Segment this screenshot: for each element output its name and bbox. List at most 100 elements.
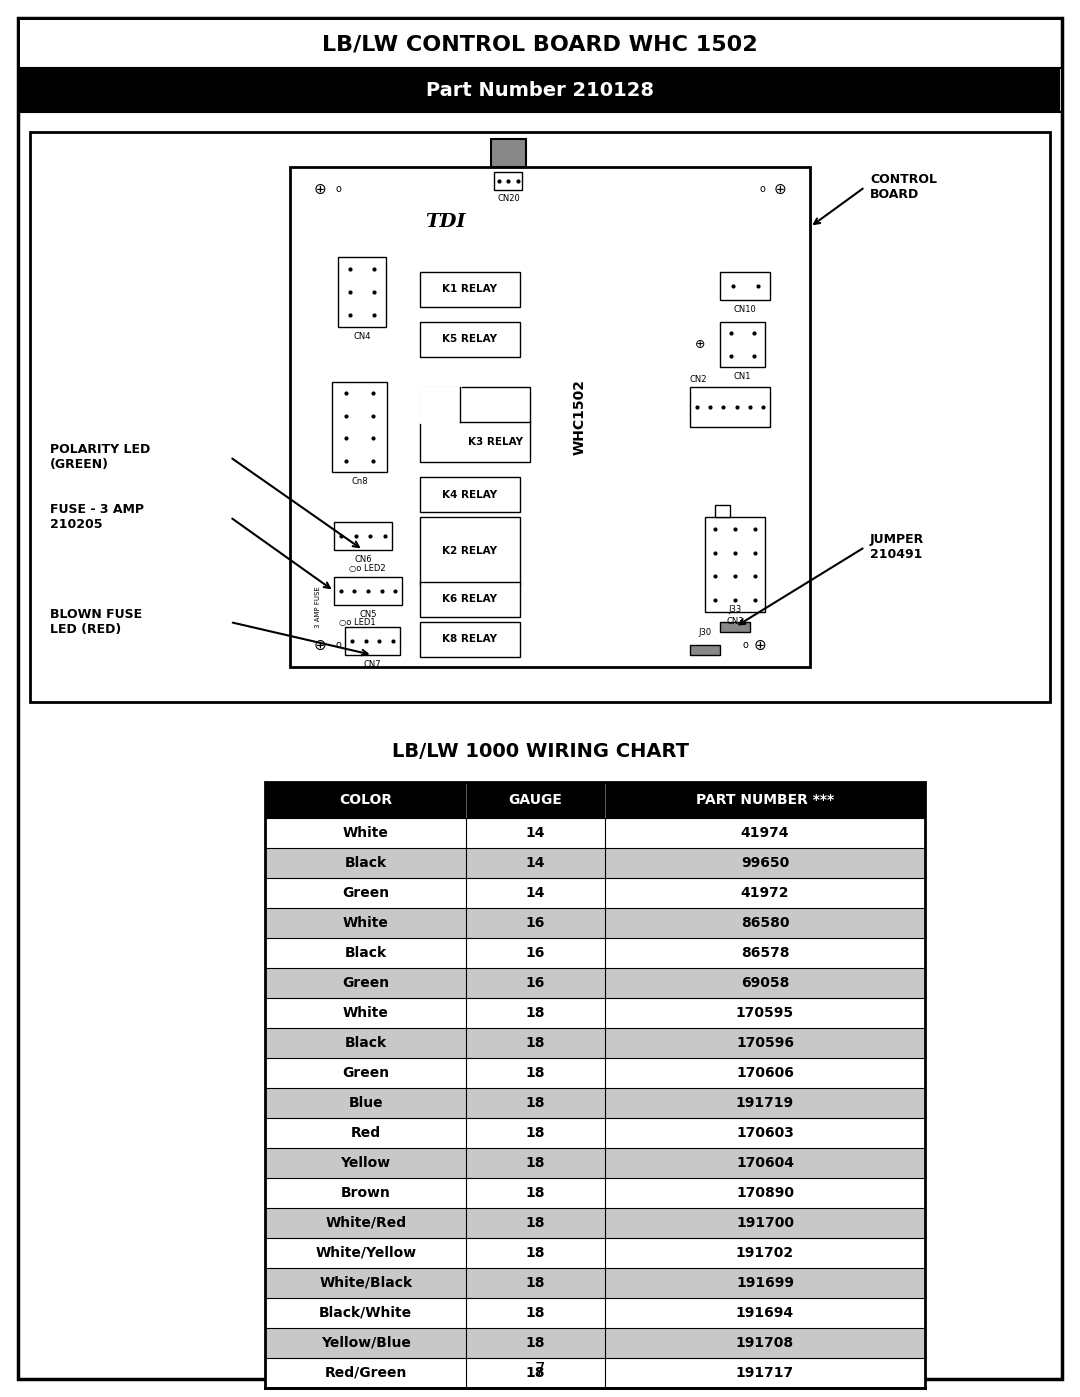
Text: Cn8: Cn8 bbox=[351, 476, 368, 486]
Text: ⊕: ⊕ bbox=[754, 637, 767, 652]
Text: 18: 18 bbox=[526, 1306, 545, 1320]
Text: ⊕: ⊕ bbox=[313, 182, 326, 197]
Text: K6 RELAY: K6 RELAY bbox=[443, 595, 498, 605]
Text: 170606: 170606 bbox=[735, 1066, 794, 1080]
Text: o: o bbox=[335, 640, 341, 650]
Text: LB/LW CONTROL BOARD WHC 1502: LB/LW CONTROL BOARD WHC 1502 bbox=[322, 34, 758, 54]
Text: White/Red: White/Red bbox=[325, 1215, 406, 1229]
Bar bbox=[420, 387, 460, 422]
Text: 41974: 41974 bbox=[741, 826, 789, 840]
Text: Green: Green bbox=[342, 886, 389, 900]
Text: 18: 18 bbox=[526, 1336, 545, 1350]
Text: ○o LED2: ○o LED2 bbox=[349, 563, 386, 573]
Text: 99650: 99650 bbox=[741, 856, 789, 870]
Text: 16: 16 bbox=[526, 916, 545, 930]
Bar bbox=[715, 504, 730, 517]
Bar bbox=[265, 782, 924, 819]
Text: 18: 18 bbox=[526, 1006, 545, 1020]
Text: FUSE - 3 AMP
210205: FUSE - 3 AMP 210205 bbox=[50, 503, 144, 531]
Text: Red/Green: Red/Green bbox=[324, 1366, 407, 1380]
Text: o: o bbox=[759, 184, 765, 194]
Text: Green: Green bbox=[342, 1066, 389, 1080]
Text: Brown: Brown bbox=[340, 1186, 391, 1200]
Bar bbox=[265, 819, 924, 848]
Text: 191699: 191699 bbox=[735, 1275, 794, 1289]
Text: o: o bbox=[335, 184, 341, 194]
Text: ⊕: ⊕ bbox=[773, 182, 786, 197]
Text: CN7: CN7 bbox=[364, 659, 381, 669]
Text: 18: 18 bbox=[526, 1097, 545, 1111]
Text: PART NUMBER ***: PART NUMBER *** bbox=[696, 793, 834, 807]
Text: 41972: 41972 bbox=[741, 886, 789, 900]
Text: COLOR: COLOR bbox=[339, 793, 392, 807]
Text: 191717: 191717 bbox=[735, 1366, 794, 1380]
Bar bbox=[705, 517, 765, 612]
Bar bbox=[420, 583, 519, 617]
Bar bbox=[21, 20, 1059, 68]
Text: Black: Black bbox=[345, 1037, 387, 1051]
Bar bbox=[420, 476, 519, 511]
Bar bbox=[345, 627, 400, 655]
Text: 14: 14 bbox=[526, 826, 545, 840]
Text: 14: 14 bbox=[526, 886, 545, 900]
Text: 14: 14 bbox=[526, 856, 545, 870]
Text: Green: Green bbox=[342, 977, 389, 990]
Bar bbox=[265, 1028, 924, 1058]
Text: 18: 18 bbox=[526, 1366, 545, 1380]
Text: TDI: TDI bbox=[424, 212, 465, 231]
Text: 69058: 69058 bbox=[741, 977, 789, 990]
Bar bbox=[420, 517, 519, 585]
Bar bbox=[265, 937, 924, 968]
Text: White/Black: White/Black bbox=[319, 1275, 413, 1289]
Bar bbox=[334, 522, 392, 550]
Bar bbox=[265, 1208, 924, 1238]
Bar bbox=[720, 272, 770, 300]
Text: CN10: CN10 bbox=[733, 305, 756, 314]
Text: Black/White: Black/White bbox=[319, 1306, 413, 1320]
Text: Black: Black bbox=[345, 856, 387, 870]
Text: 170596: 170596 bbox=[735, 1037, 794, 1051]
Text: 18: 18 bbox=[526, 1246, 545, 1260]
Text: POLARITY LED
(GREEN): POLARITY LED (GREEN) bbox=[50, 443, 150, 471]
Text: K2 RELAY: K2 RELAY bbox=[443, 546, 498, 556]
Text: ⊕: ⊕ bbox=[313, 637, 326, 652]
Bar bbox=[265, 997, 924, 1028]
Text: 18: 18 bbox=[526, 1037, 545, 1051]
Text: K8 RELAY: K8 RELAY bbox=[443, 634, 498, 644]
Text: o: o bbox=[742, 640, 748, 650]
Text: 7: 7 bbox=[535, 1361, 545, 1379]
Bar bbox=[265, 848, 924, 877]
Bar bbox=[21, 68, 1059, 112]
Bar bbox=[420, 272, 519, 307]
Text: Blue: Blue bbox=[349, 1097, 383, 1111]
Text: 16: 16 bbox=[526, 977, 545, 990]
Text: White/Yellow: White/Yellow bbox=[315, 1246, 416, 1260]
Bar bbox=[265, 1178, 924, 1208]
Text: CN20: CN20 bbox=[497, 194, 519, 203]
Text: CN5: CN5 bbox=[360, 610, 377, 619]
Text: White: White bbox=[342, 1006, 389, 1020]
Text: 191700: 191700 bbox=[735, 1215, 794, 1229]
Bar bbox=[265, 877, 924, 908]
Bar bbox=[332, 381, 387, 472]
Text: 191719: 191719 bbox=[735, 1097, 794, 1111]
Bar bbox=[338, 257, 386, 327]
Bar bbox=[291, 168, 810, 666]
Bar bbox=[265, 1238, 924, 1268]
Bar bbox=[265, 968, 924, 997]
Bar bbox=[720, 321, 765, 367]
Text: 170604: 170604 bbox=[735, 1155, 794, 1171]
Text: CN4: CN4 bbox=[353, 332, 370, 341]
Text: WHC1502: WHC1502 bbox=[573, 379, 588, 455]
Bar bbox=[265, 782, 924, 1389]
Text: CN2: CN2 bbox=[689, 374, 706, 384]
Text: ⊕: ⊕ bbox=[694, 338, 705, 351]
Bar bbox=[265, 1148, 924, 1178]
Text: 18: 18 bbox=[526, 1155, 545, 1171]
Text: 191702: 191702 bbox=[735, 1246, 794, 1260]
Bar bbox=[495, 172, 523, 190]
Text: ○o LED1: ○o LED1 bbox=[339, 619, 376, 627]
Bar bbox=[265, 1088, 924, 1118]
Text: 3 AMP FUSE: 3 AMP FUSE bbox=[315, 587, 321, 627]
Text: GAUGE: GAUGE bbox=[509, 793, 563, 807]
